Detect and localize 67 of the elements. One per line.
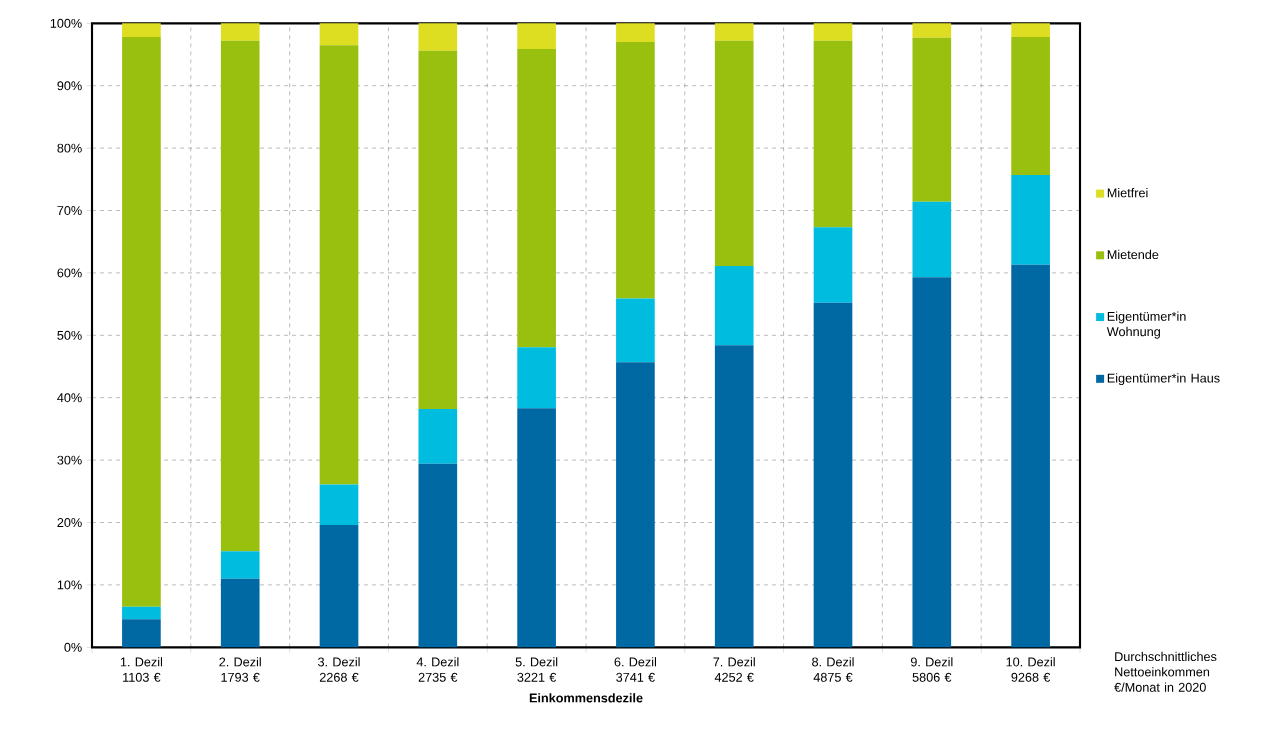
bar <box>1011 174 1050 265</box>
bar <box>1011 264 1050 648</box>
bar <box>122 619 161 648</box>
legend-label: Mietende <box>1107 249 1159 260</box>
legend-label: Eigentümer*in Wohnung <box>1106 311 1186 339</box>
bar <box>418 23 458 51</box>
bar <box>912 201 952 278</box>
y-tick-label: 90% <box>57 81 82 91</box>
bar <box>813 227 853 303</box>
x-tick-label: 3. Dezil 2268 € <box>318 657 360 682</box>
bar <box>122 23 161 38</box>
bar <box>813 40 853 228</box>
y-tick-label: 50% <box>57 330 82 340</box>
bar <box>517 48 556 348</box>
y-tick-label: 60% <box>57 268 82 278</box>
bar <box>418 50 458 409</box>
bar <box>616 42 655 299</box>
bar <box>122 37 161 607</box>
x-tick-label: 5. Dezil 3221 € <box>515 657 558 682</box>
x-tick-label: 10. Dezil 9268 € <box>1006 657 1055 682</box>
bar <box>517 23 556 49</box>
bar <box>220 23 260 41</box>
bar <box>912 23 952 38</box>
bar <box>122 606 161 620</box>
bar <box>220 578 260 648</box>
bar <box>912 277 952 648</box>
bar <box>714 345 754 648</box>
x-axis-title: Einkommensdezile <box>529 693 643 703</box>
y-tick-label: 100% <box>50 18 82 28</box>
text: Durchschnittliches Nettoeinkommen €/Monat in 2020 <box>1114 651 1217 692</box>
bar <box>517 408 556 648</box>
bar <box>616 298 655 363</box>
bar <box>616 362 655 648</box>
legend-label: Eigentümer*in Haus <box>1107 373 1220 386</box>
bar <box>813 23 853 41</box>
bar <box>319 23 359 46</box>
y-tick-label: 10% <box>57 580 82 590</box>
x-tick-label: 1. Dezil 1103 € <box>120 657 163 682</box>
x-tick-label: 7. Dezil 4252 € <box>713 657 755 682</box>
x-tick-label: 2. Dezil 1793 € <box>219 657 261 682</box>
bar <box>319 484 359 526</box>
bar <box>1011 23 1050 38</box>
y-tick-label: 40% <box>57 393 82 403</box>
bar <box>714 23 754 41</box>
bar <box>220 40 260 552</box>
y-tick-label: 80% <box>57 143 82 153</box>
bar <box>714 40 754 267</box>
legend-label: Mietfrei <box>1107 188 1148 198</box>
x-tick-label: 9. Dezil 5806 € <box>910 657 953 682</box>
x-tick-label: 8. Dezil 4875 € <box>812 657 854 682</box>
bar <box>616 23 655 43</box>
y-tick-label: 0% <box>64 642 82 652</box>
y-tick-label: 30% <box>57 455 82 465</box>
bar <box>912 37 952 202</box>
bar <box>418 408 458 464</box>
bar <box>220 551 260 579</box>
bar <box>418 463 458 648</box>
bar <box>1011 37 1050 175</box>
bar <box>517 347 556 409</box>
x-tick-label: 4. Dezil 2735 € <box>416 657 459 682</box>
bar <box>813 302 853 648</box>
y-tick-label: 20% <box>57 518 82 528</box>
y-tick-label: 70% <box>57 206 82 216</box>
bar <box>319 45 359 485</box>
bar <box>319 525 359 648</box>
bar <box>714 266 754 346</box>
x-tick-label: 6. Dezil 3741 € <box>614 657 657 682</box>
